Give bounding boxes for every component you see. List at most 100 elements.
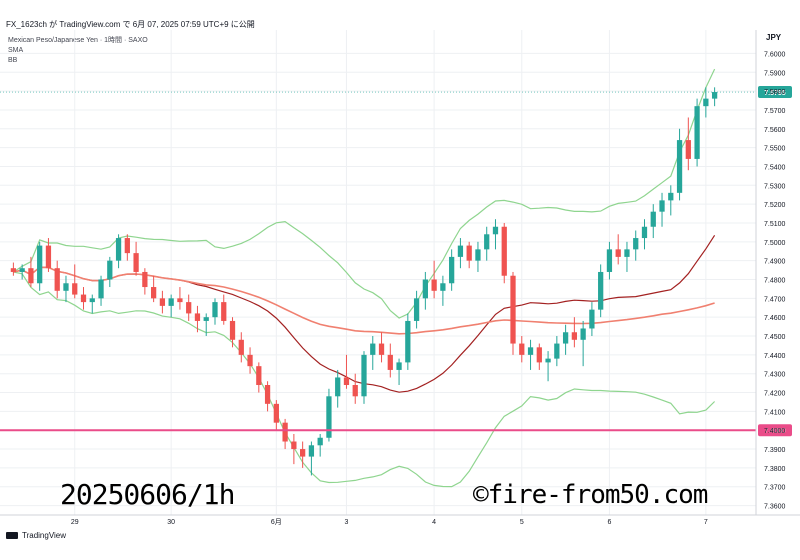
candle-body <box>203 317 209 321</box>
tradingview-logo-icon <box>6 532 18 539</box>
candle-body <box>98 279 104 299</box>
candle-body <box>221 302 227 321</box>
y-tick-label: 7.3900 <box>764 447 786 454</box>
candle-body <box>449 256 455 284</box>
y-tick-label: 7.3800 <box>764 466 786 473</box>
chart-legend: Mexican Peso/Japanese Yen · 1時間 · SAXO S… <box>8 36 148 66</box>
footer-brand[interactable]: TradingView <box>22 531 67 540</box>
candle-body <box>598 271 604 310</box>
sma-long-line <box>13 266 715 335</box>
candle-body <box>168 298 174 306</box>
candle-body <box>300 449 306 457</box>
x-tick-label: 4 <box>432 519 436 526</box>
candle-body <box>370 343 376 355</box>
candle-body <box>466 245 472 261</box>
x-tick-label: 7 <box>704 519 708 526</box>
y-tick-label: 7.4600 <box>764 315 786 322</box>
x-tick-label: 29 <box>71 519 79 526</box>
candle-body <box>124 238 130 254</box>
candle-body <box>536 347 542 363</box>
y-tick-label: 7.5200 <box>764 202 786 209</box>
candle-body <box>107 260 113 280</box>
support-label-bg <box>758 424 792 437</box>
bb-upper-band <box>13 68 716 319</box>
chart-header: FX_1623ch が TradingView.com で 6月 07, 202… <box>6 20 255 29</box>
candle-body <box>457 245 464 257</box>
candle-body <box>335 377 341 397</box>
legend-bb[interactable]: BB <box>8 57 18 64</box>
candle-body <box>264 385 271 404</box>
y-tick-label: 7.3600 <box>764 504 786 511</box>
y-tick-label: 7.5800 <box>764 89 786 96</box>
y-tick-label: 7.5900 <box>764 70 786 77</box>
candle-body <box>194 313 201 321</box>
candle-body <box>685 140 691 159</box>
candle-body <box>589 309 595 329</box>
candle-body <box>492 226 499 235</box>
y-tick-label: 7.5600 <box>764 127 786 134</box>
x-tick-label: 6 <box>607 519 611 526</box>
candle-body <box>545 358 551 363</box>
candle-body <box>510 275 516 344</box>
candle-body <box>554 343 560 359</box>
candles <box>10 87 718 476</box>
candle-body <box>45 245 52 269</box>
candle-body <box>256 366 262 386</box>
candle-body <box>238 339 244 355</box>
y-tick-label: 7.4900 <box>764 259 786 266</box>
y-tick-label: 7.4700 <box>764 296 786 303</box>
candle-body <box>19 268 25 272</box>
candle-body <box>89 298 95 303</box>
candle-body <box>580 328 586 340</box>
candle-body <box>413 298 420 321</box>
y-tick-label: 7.5500 <box>764 146 786 153</box>
candle-body <box>352 385 358 397</box>
candle-body <box>291 441 297 450</box>
candle-body <box>694 106 700 159</box>
y-tick-label: 7.5700 <box>764 108 786 115</box>
candle-body <box>711 92 718 99</box>
last-price-label: 7.5795 <box>764 90 786 97</box>
candle-body <box>28 268 34 284</box>
legend-instrument[interactable]: Mexican Peso/Japanese Yen · 1時間 · SAXO <box>8 37 148 44</box>
candle-body <box>80 294 87 303</box>
candle-body <box>527 347 534 355</box>
y-tick-label: 7.5100 <box>764 221 786 228</box>
grid <box>0 30 756 515</box>
y-tick-label: 7.4200 <box>764 391 786 398</box>
candle-body <box>273 403 279 423</box>
candle-body <box>159 298 166 306</box>
candle-body <box>308 445 315 457</box>
x-tick-label: 6月 <box>271 518 282 526</box>
candle-body <box>562 332 569 344</box>
x-tick-label: 3 <box>345 519 349 526</box>
candle-body <box>641 226 648 239</box>
candle-body <box>668 192 674 201</box>
candle-body <box>396 362 402 370</box>
y-tick-label: 7.6000 <box>764 51 786 58</box>
x-axis: 29 30 6月 3 4 5 6 7 <box>71 518 708 526</box>
candle-body <box>115 238 122 261</box>
candle-body <box>133 253 139 272</box>
candle-body <box>326 396 332 438</box>
candle-body <box>519 343 525 355</box>
candle-body <box>659 200 665 212</box>
candle-body <box>186 302 192 314</box>
candle-body <box>10 268 17 272</box>
candle-body <box>54 268 60 291</box>
candle-body <box>650 211 656 227</box>
y-tick-label: 7.4800 <box>764 278 786 285</box>
candle-body <box>72 283 78 295</box>
candle-body <box>378 343 385 355</box>
horizontal-line: 7.4000 7.5795 <box>0 86 792 437</box>
y-tick-label: 7.4400 <box>764 353 786 360</box>
y-axis: 7.6000 7.5900 7.5800 7.5700 7.5600 7.5500 7.54… <box>0 30 800 516</box>
candle-body <box>615 249 621 257</box>
candle-body <box>703 98 709 107</box>
y-tick-label: 7.4000 <box>764 428 786 435</box>
x-tick-label: 30 <box>167 519 175 526</box>
legend-sma[interactable]: SMA <box>8 47 24 54</box>
candle-body <box>247 354 253 367</box>
candle-body <box>606 249 613 272</box>
